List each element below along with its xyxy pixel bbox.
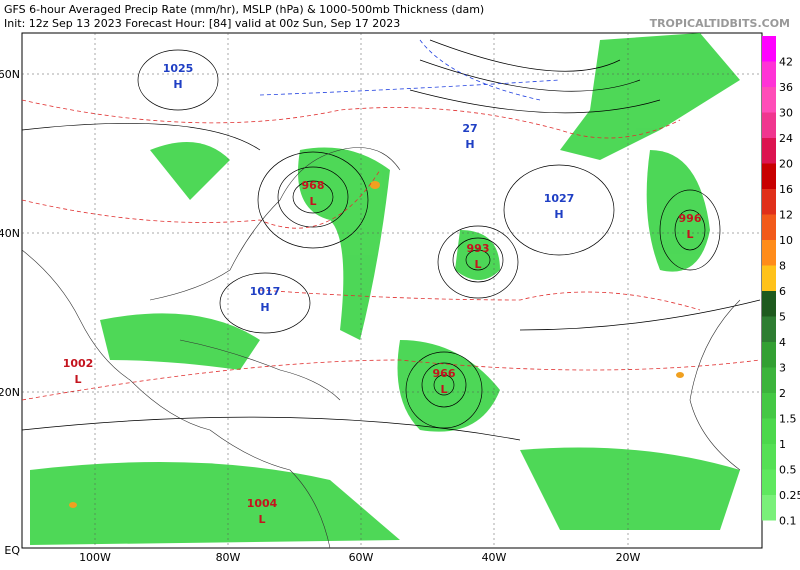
colorbar-segment <box>762 112 776 138</box>
center-letter: L <box>74 373 81 386</box>
lon-label: 80W <box>216 551 241 564</box>
center-value: 966 <box>433 367 456 380</box>
colorbar-segment <box>762 214 776 240</box>
colorbar-segment <box>762 444 776 470</box>
colorbar-label: 42 <box>779 56 793 69</box>
colorbar-segment <box>762 163 776 189</box>
thickness-cold <box>259 39 561 101</box>
colorbar-label: 30 <box>779 107 793 120</box>
colorbar-segment <box>762 495 776 521</box>
pressure-centers: 1025 H 968 L 1017 H 993 L 1027 H 27 H 966 L 996 L 1002 L 1… <box>63 62 702 526</box>
lat-label: 60N <box>0 68 20 81</box>
precip-heavy <box>69 181 684 508</box>
center-letter: L <box>309 195 316 208</box>
colorbar-label: 1 <box>779 438 786 451</box>
lon-label: 60W <box>349 551 374 564</box>
colorbar-segment <box>762 265 776 291</box>
colorbar-label: 8 <box>779 260 786 273</box>
colorbar-segment <box>762 393 776 419</box>
colorbar-segment <box>762 342 776 368</box>
center-value: 968 <box>302 179 325 192</box>
colorbar-label: 0.5 <box>779 464 797 477</box>
colorbar-segment <box>762 36 776 62</box>
lat-label: 20N <box>0 386 20 399</box>
colorbar-segment <box>762 189 776 215</box>
colorbar-label: 24 <box>779 132 793 145</box>
colorbar-segment <box>762 61 776 87</box>
center-letter: L <box>258 513 265 526</box>
center-letter: L <box>686 228 693 241</box>
colorbar-segment <box>762 469 776 495</box>
precip <box>30 33 740 545</box>
center-value: 1025 <box>163 62 194 75</box>
colorbar-label: 0.25 <box>779 489 800 502</box>
colorbar-segment <box>762 418 776 444</box>
colorbar-label: 36 <box>779 81 793 94</box>
colorbar-segment <box>762 367 776 393</box>
colorbar-label: 0.1 <box>779 515 797 528</box>
coastlines <box>21 147 741 549</box>
center-letter: L <box>474 258 481 271</box>
colorbar-segment <box>762 138 776 164</box>
center-value: 993 <box>467 242 490 255</box>
colorbar-label: 1.5 <box>779 413 797 426</box>
center-value: 1002 <box>63 357 94 370</box>
title: GFS 6-hour Averaged Precip Rate (mm/hr),… <box>4 3 484 16</box>
colorbar-label: 4 <box>779 336 786 349</box>
lon-label: 20W <box>616 551 641 564</box>
lon-label: 100W <box>79 551 111 564</box>
center-value: 1027 <box>544 192 575 205</box>
colorbar-label: 16 <box>779 183 793 196</box>
colorbar-label: 10 <box>779 234 793 247</box>
center-letter: H <box>173 78 182 91</box>
center-letter: H <box>554 208 563 221</box>
center-value: 1004 <box>247 497 278 510</box>
map: 1025 H 968 L 1017 H 993 L 1027 H 27 H 966 L 996 L 1002 L 1… <box>21 32 763 549</box>
colorbar-label: 12 <box>779 209 793 222</box>
axis-labels: 60N 40N 20N EQ 100W 80W 60W 40W 20W <box>0 68 641 564</box>
colorbar: 42 36 30 24 20 16 12 10 8 6 5 4 3 2 1.5 1 0.5 0.25 0.1 <box>762 36 800 528</box>
lon-label: 40W <box>482 551 507 564</box>
subtitle: Init: 12z Sep 13 2023 Forecast Hour: [84… <box>4 17 400 30</box>
colorbar-label: 2 <box>779 387 786 400</box>
colorbar-label: 3 <box>779 362 786 375</box>
colorbar-label: 20 <box>779 158 793 171</box>
colorbar-label: 5 <box>779 311 786 324</box>
watermark: TROPICALTIDBITS.COM <box>650 17 790 30</box>
center-letter: L <box>440 383 447 396</box>
thickness <box>21 99 761 401</box>
colorbar-segment <box>762 87 776 113</box>
colorbar-label: 6 <box>779 285 786 298</box>
lat-label: 40N <box>0 227 20 240</box>
grid-lines <box>22 33 762 548</box>
center-letter: H <box>465 138 474 151</box>
lat-label: EQ <box>4 544 20 557</box>
colorbar-segment <box>762 240 776 266</box>
center-value: 996 <box>679 212 702 225</box>
center-letter: H <box>260 301 269 314</box>
colorbar-segment <box>762 316 776 342</box>
center-value: 1017 <box>250 285 281 298</box>
colorbar-segment <box>762 291 776 317</box>
isobars <box>21 39 761 441</box>
center-value: 27 <box>462 122 477 135</box>
